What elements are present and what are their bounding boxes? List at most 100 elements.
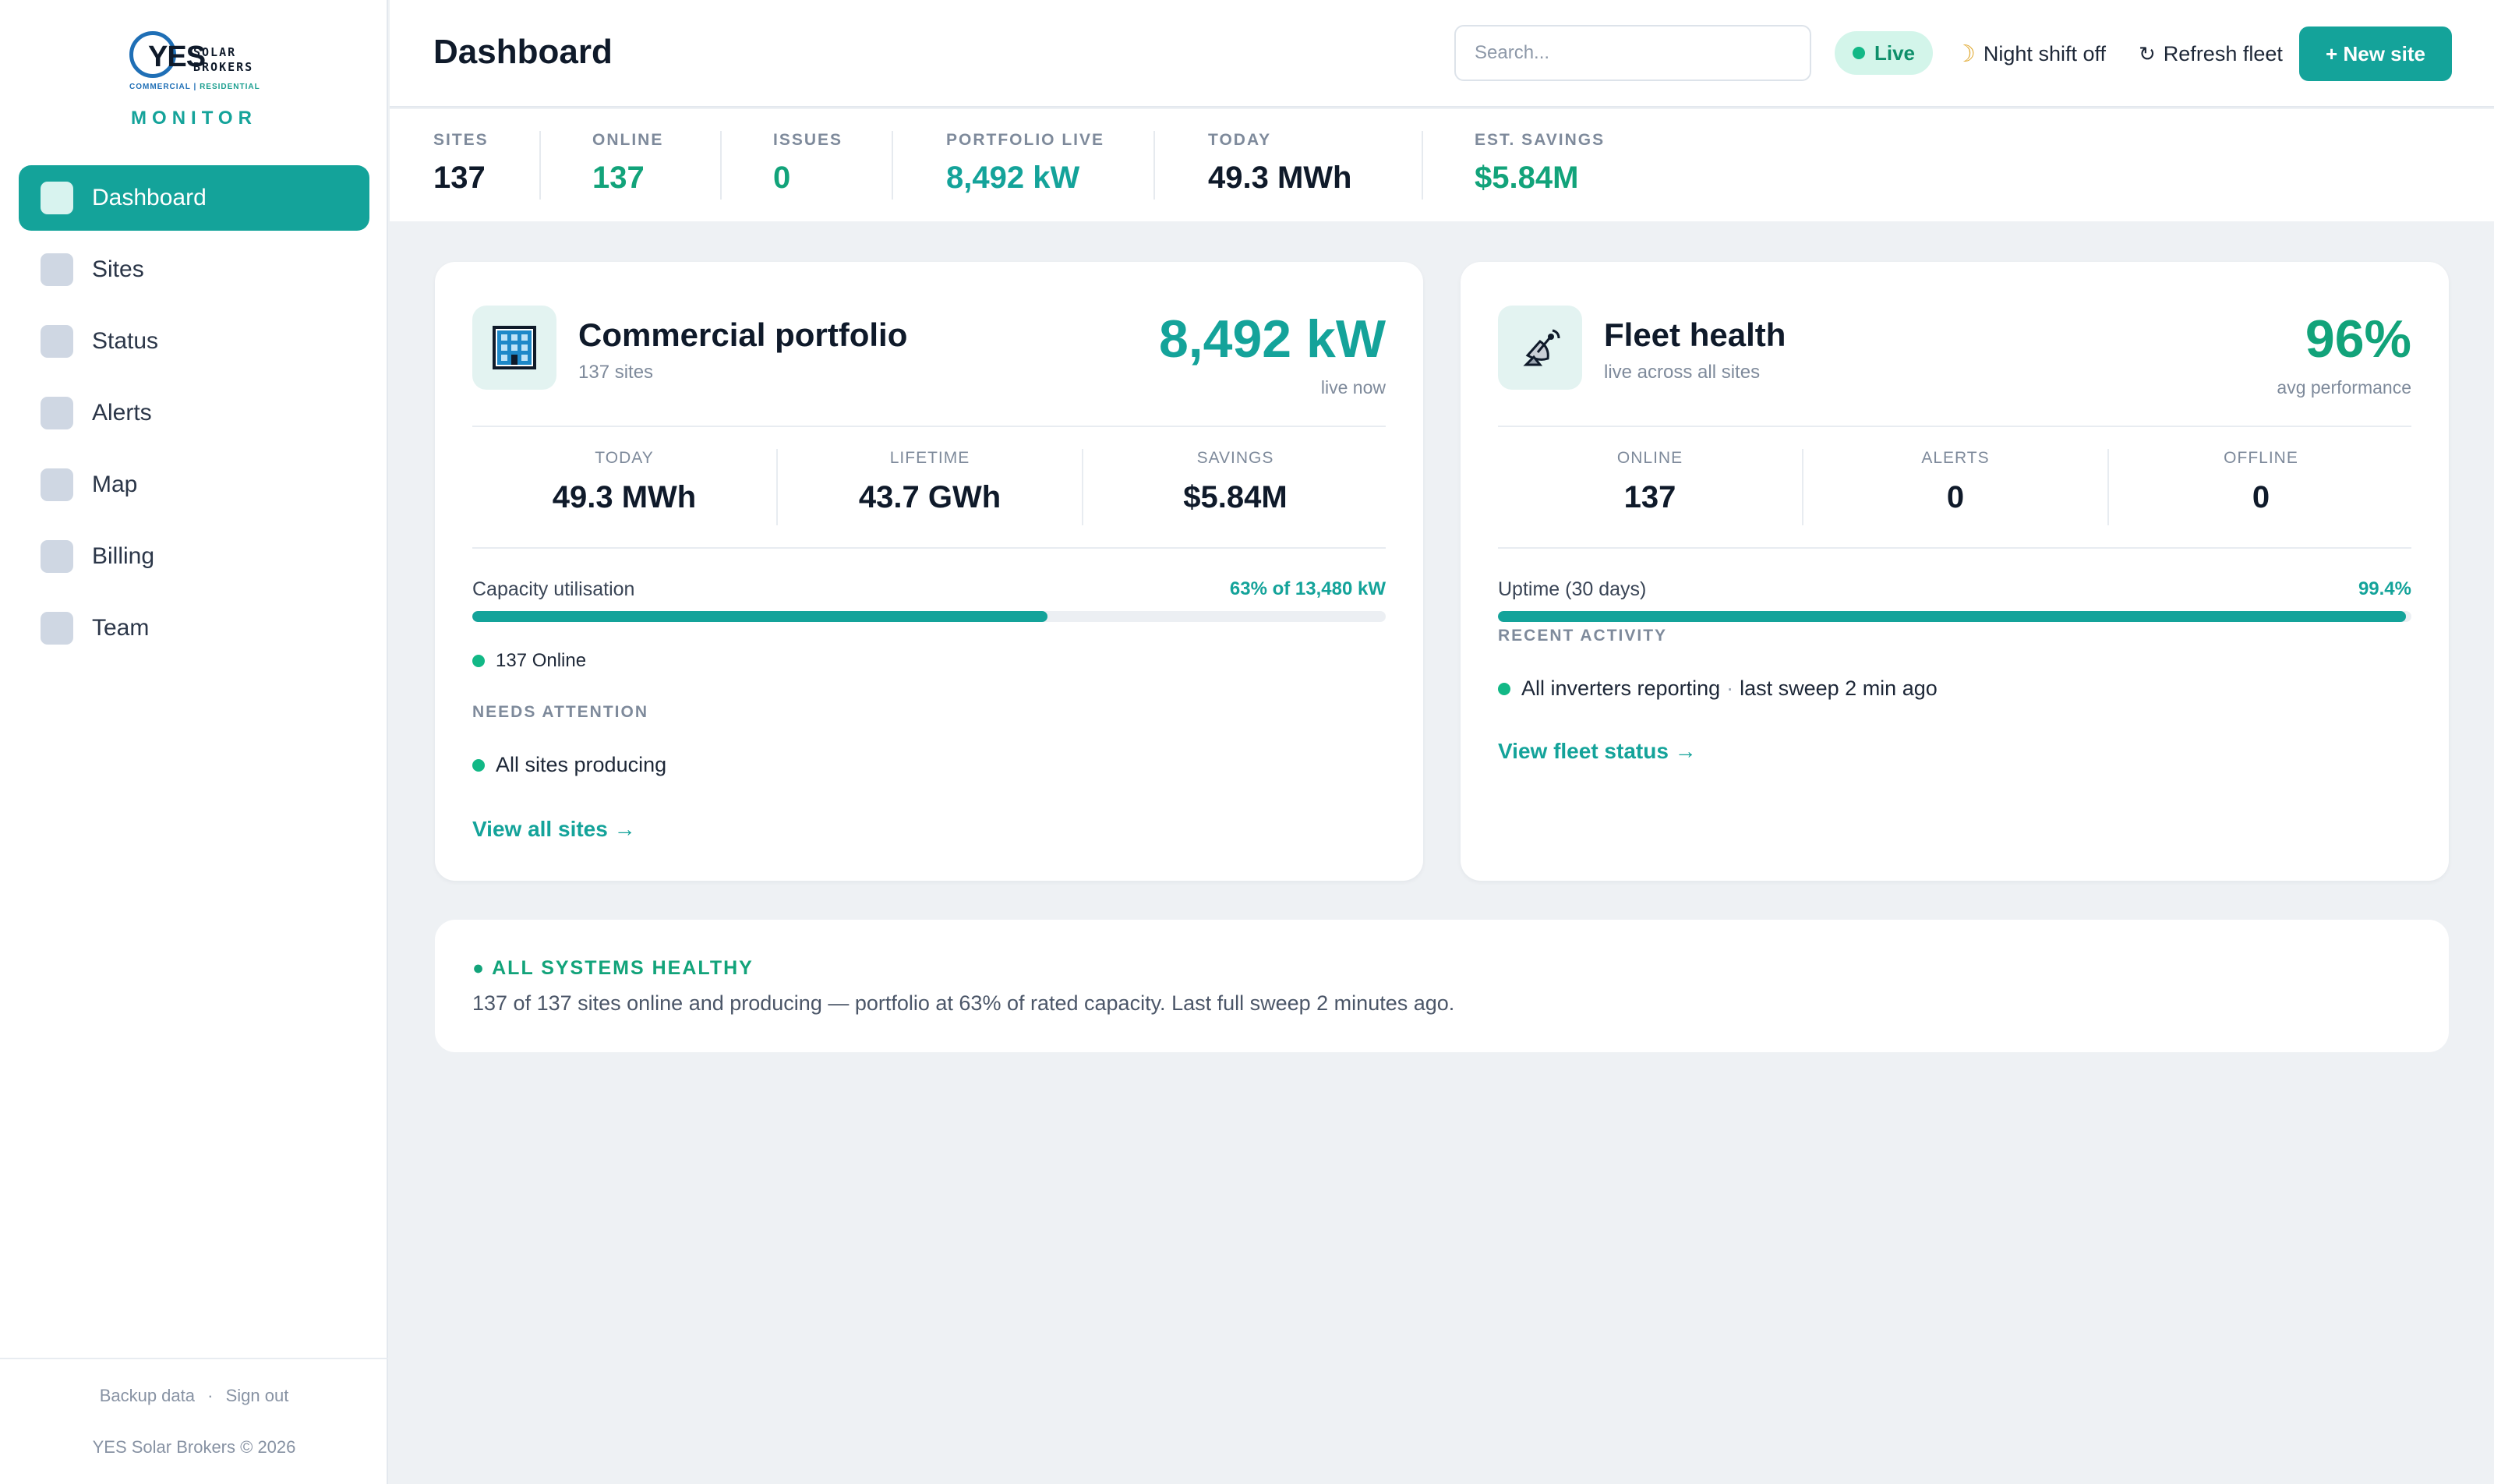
sidebar-item-team[interactable]: Team xyxy=(19,595,369,661)
brand-logo[interactable]: YES SOLAR BROKERS COMMERCIAL | RESIDENTI… xyxy=(129,31,260,91)
uptime-progress-fill xyxy=(1498,611,2406,622)
square-icon xyxy=(41,325,73,358)
refresh-fleet-button[interactable]: ↻ Refresh fleet xyxy=(2139,37,2283,70)
stat-label: SITES xyxy=(433,131,489,149)
divider xyxy=(1498,426,2411,427)
uptime-progress-bar xyxy=(1498,611,2411,622)
sidebar-nav: Dashboard Sites Status Alerts Map Billin… xyxy=(19,165,369,667)
stat-label: ISSUES xyxy=(773,131,843,149)
health-text: 137 of 137 sites online and producing — … xyxy=(472,991,1455,1015)
stat-value: 8,492 kW xyxy=(946,161,1080,195)
metric-today: TODAY 49.3 MWh xyxy=(472,449,776,515)
logo-name-line1: SOLAR xyxy=(193,45,237,59)
metric-value: 49.3 MWh xyxy=(552,480,697,514)
divider xyxy=(472,426,1386,427)
stat-label: TODAY xyxy=(1208,131,1272,149)
activity-item-text: All inverters reporting xyxy=(1521,677,1721,700)
logo-name: SOLAR BROKERS xyxy=(193,45,253,75)
metric-value: 43.7 GWh xyxy=(858,480,1001,514)
divider xyxy=(1498,547,2411,549)
stat-value: 0 xyxy=(773,161,791,195)
metric-label: SAVINGS xyxy=(1196,449,1274,467)
logo-word: YES xyxy=(148,41,206,73)
attention-item-text: All sites producing xyxy=(496,753,667,776)
portfolio-card: Commercial portfolio 137 sites 8,492 kW … xyxy=(435,262,1423,881)
moon-icon: ☽ xyxy=(1955,41,1976,67)
recent-activity-label: RECENT ACTIVITY xyxy=(1498,627,1668,645)
avg-performance-caption: avg performance xyxy=(2277,377,2411,398)
sidebar-footer: Backup data · Sign out YES Solar Brokers… xyxy=(0,1358,388,1457)
logo-tagline-left: COMMERCIAL xyxy=(129,83,191,91)
card-subtitle: live across all sites xyxy=(1604,362,1761,383)
stat-value: 137 xyxy=(433,161,486,195)
stat-issues: ISSUES 0 xyxy=(773,131,843,200)
refresh-icon: ↻ xyxy=(2139,41,2156,65)
capacity-value: 63% of 13,480 kW xyxy=(1229,578,1386,599)
card-title: Commercial portfolio xyxy=(578,316,908,353)
night-shift-button[interactable]: ☽ Night shift off xyxy=(1955,37,2106,70)
building-icon xyxy=(472,306,556,390)
square-icon xyxy=(41,253,73,286)
sidebar-item-status[interactable]: Status xyxy=(19,309,369,374)
square-icon xyxy=(41,612,73,645)
sidebar-item-sites[interactable]: Sites xyxy=(19,237,369,302)
live-badge[interactable]: Live xyxy=(1835,31,1933,75)
logo-ring-icon xyxy=(129,31,176,78)
sidebar-item-alerts[interactable]: Alerts xyxy=(19,380,369,446)
needs-attention-label: NEEDS ATTENTION xyxy=(472,703,649,721)
uptime-label: Uptime (30 days) xyxy=(1498,578,1647,600)
sidebar-item-label: Team xyxy=(92,615,150,641)
card-subtitle: 137 sites xyxy=(578,362,654,383)
sidebar-item-billing[interactable]: Billing xyxy=(19,524,369,589)
view-all-sites-link[interactable]: View all sites → xyxy=(472,817,636,841)
metric-label: LIFETIME xyxy=(889,449,970,467)
activity-item-time: last sweep 2 min ago xyxy=(1740,677,1938,700)
footer-links: Backup data · Sign out xyxy=(0,1386,388,1406)
sidebar-item-label: Dashboard xyxy=(92,185,207,210)
sidebar-item-label: Sites xyxy=(92,256,144,282)
portfolio-live-value: 8,492 kW xyxy=(1158,309,1386,369)
stat-value: 137 xyxy=(592,161,645,195)
metric-offline: OFFLINE 0 xyxy=(2109,449,2413,515)
logo-tagline-sep: | xyxy=(193,83,200,91)
card-title: Fleet health xyxy=(1604,316,1786,353)
night-shift-label: Night shift off xyxy=(1983,41,2106,65)
sidebar-item-dashboard[interactable]: Dashboard xyxy=(19,165,369,231)
metric-value: 0 xyxy=(2252,480,2270,514)
capacity-progress-bar xyxy=(472,611,1386,622)
square-icon xyxy=(41,397,73,429)
square-icon xyxy=(41,182,73,214)
search-input[interactable] xyxy=(1454,25,1811,81)
status-dot-icon xyxy=(1498,682,1510,695)
fleet-card: Fleet health live across all sites 96% a… xyxy=(1461,262,2449,881)
metric-label: ALERTS xyxy=(1921,449,1990,467)
stat-divider xyxy=(1422,131,1423,200)
new-site-button[interactable]: + New site xyxy=(2299,26,2452,81)
topbar: Dashboard Live ☽ Night shift off ↻ Refre… xyxy=(390,0,2494,108)
stat-divider xyxy=(539,131,541,200)
stat-divider xyxy=(1153,131,1155,200)
backup-data-link[interactable]: Backup data xyxy=(99,1386,195,1405)
activity-item: All inverters reporting · last sweep 2 m… xyxy=(1498,677,1938,701)
sidebar-item-map[interactable]: Map xyxy=(19,452,369,518)
stat-today: TODAY 49.3 MWh xyxy=(1208,131,1351,200)
metric-alerts: ALERTS 0 xyxy=(1803,449,2107,515)
sign-out-link[interactable]: Sign out xyxy=(225,1386,289,1405)
metric-divider xyxy=(776,449,778,525)
portfolio-live-caption: live now xyxy=(1320,377,1386,398)
logo-name-line2: BROKERS xyxy=(193,60,254,74)
stat-label: ONLINE xyxy=(592,131,664,149)
page-title: Dashboard xyxy=(433,33,613,71)
logo-tagline-right: RESIDENTIAL xyxy=(200,83,260,91)
stat-est-savings: EST. SAVINGS $5.84M xyxy=(1475,131,1605,200)
live-dot-icon xyxy=(1852,47,1865,59)
view-fleet-status-link[interactable]: View fleet status → xyxy=(1498,739,1697,763)
refresh-fleet-label: Refresh fleet xyxy=(2163,41,2283,65)
online-status: 137 Online xyxy=(472,650,586,672)
stat-online: ONLINE 137 xyxy=(592,131,663,200)
sidebar-item-label: Status xyxy=(92,328,159,354)
metric-divider xyxy=(1082,449,1083,525)
stat-portfolio-live: PORTFOLIO LIVE 8,492 kW xyxy=(946,131,1104,200)
metric-value: $5.84M xyxy=(1183,480,1288,514)
metric-savings: SAVINGS $5.84M xyxy=(1083,449,1387,515)
